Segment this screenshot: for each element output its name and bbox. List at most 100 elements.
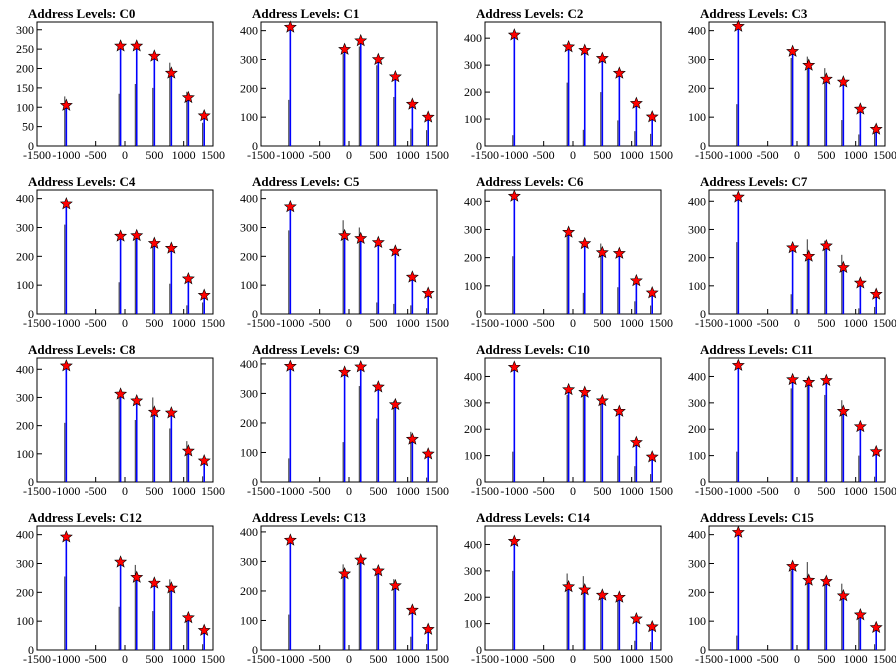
y-tick-label: 400 [464,369,482,383]
y-tick-label: 100 [16,614,34,628]
x-tick-label: 1500 [425,652,449,666]
peak-marker [869,620,883,634]
x-tick-label: 1000 [844,316,868,330]
chart-title: Address Levels: C3 [700,6,808,21]
y-tick-label: 0 [28,139,34,153]
x-tick-label: -500 [533,652,555,666]
x-tick-label: 1000 [396,148,420,162]
histogram-panel: Address Levels: C10 0 100 200 300 400 -1500 -10… [448,336,673,504]
chart-title: Address Levels: C8 [28,342,136,357]
peak-marker [612,590,626,603]
x-tick-label: 1500 [873,316,896,330]
peak-marker [130,39,144,52]
peak-marker [819,72,833,85]
peak-marker [562,579,576,593]
y-tick-label: 400 [464,194,482,208]
x-tick-label: 0 [346,652,352,666]
y-tick-label: 400 [240,24,258,38]
y-tick-label: 400 [688,369,706,383]
x-tick-label: 1500 [201,484,225,498]
x-tick-label: -1500 [247,652,275,666]
x-tick-label: -1500 [247,484,275,498]
peak-marker [612,246,626,259]
y-tick-label: 300 [240,554,258,568]
peak-marker [869,287,883,300]
peak-marker [836,404,850,417]
y-tick-label: 300 [240,386,258,400]
y-tick-label: 100 [688,279,706,293]
peak-marker [181,610,195,624]
x-tick-label: -1500 [471,148,499,162]
peak-marker [853,276,867,289]
peak-marker [130,394,144,407]
histogram-panel: Address Levels: C9 0 100 200 300 400 -1500 -100… [224,336,449,504]
histogram-panel: Address Levels: C8 0 100 200 300 400 -1500 -100… [0,336,225,504]
x-tick-label: 1500 [425,148,449,162]
y-tick-label: 100 [16,100,34,114]
histogram-plot: 0 100 200 300 400 -1500 -1000 -500 0 500 1000 1500 [240,357,449,498]
peak-marker [354,360,368,373]
peak-marker [819,238,833,252]
peak-marker [388,69,402,83]
peak-marker [802,375,816,388]
histogram-panel: Address Levels: C12 0 100 200 300 400 -1500 -10… [0,504,225,672]
x-tick-label: 0 [570,316,576,330]
x-tick-label: 0 [122,316,128,330]
histogram-plot: 0 100 200 300 400 -1500 -1000 -500 0 500 1000 1500 [464,357,673,498]
peak-marker [595,588,609,601]
peak-marker [731,358,745,371]
peak-marker [562,39,576,53]
y-tick-label: 250 [16,42,34,56]
peak-marker [562,225,576,238]
y-tick-label: 100 [240,613,258,627]
x-tick-label: 500 [817,484,835,498]
chart-title: Address Levels: C1 [252,6,360,21]
peak-marker [595,393,609,407]
x-tick-label: 500 [593,484,611,498]
x-tick-label: 500 [145,148,163,162]
peak-marker [181,444,195,457]
x-tick-label: 1500 [649,484,673,498]
chart-title: Address Levels: C12 [28,510,142,525]
peak-marker [645,110,659,123]
peak-marker [507,534,521,547]
chart-title: Address Levels: C2 [476,6,584,21]
peak-marker [853,102,867,115]
y-tick-label: 150 [16,81,34,95]
y-tick-label: 300 [240,52,258,66]
x-tick-label: -1000 [52,484,80,498]
y-tick-label: 0 [476,475,482,489]
y-tick-label: 300 [16,390,34,404]
peak-marker [59,197,73,210]
peak-marker [836,588,850,602]
histogram-panel: Address Levels: C0 0 50 100 150 200 250 300 -150… [0,0,225,168]
peak-marker [405,97,419,110]
peak-marker [59,98,73,111]
histogram-plot: 0 100 200 300 400 -1500 -1000 -500 0 500 1000 1500 [240,189,449,330]
x-tick-label: 1000 [620,148,644,162]
y-tick-label: 100 [688,449,706,463]
x-tick-label: 500 [593,316,611,330]
axes-frame [484,357,662,483]
x-tick-label: -1500 [471,316,499,330]
x-tick-label: 1500 [425,484,449,498]
x-tick-label: 0 [570,484,576,498]
y-tick-label: 200 [240,249,258,263]
x-tick-label: -500 [757,148,779,162]
peak-marker [164,66,178,79]
histogram-panel: Address Levels: C15 0 100 200 300 400 -1500 -10… [672,504,896,672]
y-tick-label: 100 [688,110,706,124]
histogram-plot: 0 100 200 300 400 -1500 -1000 -500 0 500 1000 1500 [688,357,896,498]
x-tick-label: 0 [346,316,352,330]
x-tick-label: 0 [794,484,800,498]
peak-marker [629,435,643,448]
y-tick-label: 300 [688,222,706,236]
histogram-plot: 0 100 200 300 400 -1500 -1000 -500 0 500 1000 1500 [688,19,896,162]
x-tick-label: 500 [817,148,835,162]
x-tick-label: -1000 [276,316,304,330]
histogram-plot: 0 100 200 300 400 -1500 -1000 -500 0 500 1000 1500 [464,525,673,666]
y-tick-label: 0 [476,307,482,321]
y-tick-label: 400 [464,537,482,551]
chart-title: Address Levels: C14 [476,510,590,525]
